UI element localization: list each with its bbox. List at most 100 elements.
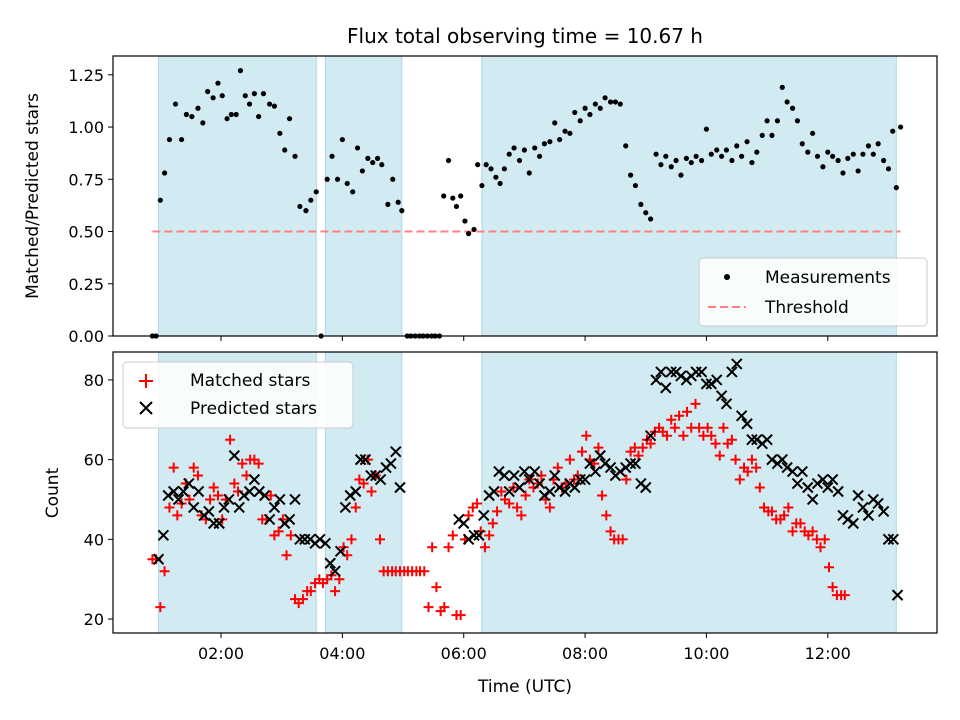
measurement-point xyxy=(233,111,239,118)
matched-star-point xyxy=(330,586,341,597)
measurement-point xyxy=(890,128,896,134)
matched-star-point xyxy=(350,502,361,513)
measurement-point xyxy=(277,130,283,136)
measurement-point xyxy=(552,120,558,126)
predicted-star-point xyxy=(289,493,301,506)
predicted-star-point xyxy=(203,505,215,518)
predicted-star-point xyxy=(675,370,687,382)
matched-star-point xyxy=(265,490,276,501)
predicted-star-point xyxy=(817,473,829,486)
matched-star-point xyxy=(188,462,199,473)
matched-star-point xyxy=(285,530,296,541)
matched-star-point xyxy=(666,414,677,425)
predicted-star-point xyxy=(862,509,875,522)
x-tick-label-5: 12:00 xyxy=(805,644,851,663)
matched-star-point xyxy=(827,582,838,593)
matched-star-point xyxy=(597,490,608,501)
matched-star-point xyxy=(674,410,685,421)
measurement-point xyxy=(814,153,821,159)
predicted-star-point xyxy=(826,473,839,486)
measurement-point xyxy=(567,130,573,136)
predicted-star-point xyxy=(751,433,763,446)
measurement-point xyxy=(379,162,385,168)
predicted-star-point xyxy=(629,457,642,470)
predicted-star-point xyxy=(786,465,799,478)
predicted-star-point xyxy=(167,485,180,498)
measurement-point xyxy=(698,157,705,164)
predicted-star-point xyxy=(314,533,326,546)
predicted-star-point xyxy=(715,390,728,402)
matched-star-point xyxy=(706,430,717,441)
measurement-point xyxy=(475,162,481,168)
matched-star-point xyxy=(839,590,850,601)
measurement-point xyxy=(308,197,314,203)
predicted-star-point xyxy=(579,473,591,486)
top-axes-frame xyxy=(112,55,938,337)
bottom-axes-frame xyxy=(112,351,938,634)
predicted-star-point xyxy=(218,501,230,514)
predicted-star-point xyxy=(842,513,854,526)
measurement-point xyxy=(648,216,654,222)
top-y-tick-label-1: 0.25 xyxy=(68,275,104,294)
measurement-point xyxy=(784,99,790,105)
matched-star-point xyxy=(455,610,466,621)
predicted-star-point xyxy=(660,382,672,394)
measurement-point xyxy=(855,168,861,174)
predicted-star-point xyxy=(394,481,406,494)
measurement-point xyxy=(587,111,593,118)
matched-star-point xyxy=(746,454,757,465)
predicted-star-point xyxy=(822,481,834,494)
matched-star-point xyxy=(487,518,498,529)
measurement-point xyxy=(271,103,278,109)
predicted-star-point xyxy=(766,453,778,466)
measurement-point xyxy=(718,153,725,159)
measurement-point xyxy=(749,159,755,166)
predicted-star-point xyxy=(365,469,377,482)
matched-star-point xyxy=(168,462,179,473)
matched-star-point xyxy=(734,474,745,485)
measurement-point xyxy=(870,151,876,157)
matched-star-point xyxy=(564,454,575,465)
matched-star-point xyxy=(617,534,628,545)
matched-star-point xyxy=(787,526,798,537)
measurement-point xyxy=(840,170,846,176)
measurement-point xyxy=(450,195,456,201)
predicted-star-point xyxy=(811,477,824,490)
measurement-point xyxy=(562,128,568,134)
chart-title: Flux total observing time = 10.67 h xyxy=(347,24,703,48)
matched-star-point xyxy=(447,530,458,541)
measurement-point xyxy=(714,147,720,153)
predicted-star-point xyxy=(796,465,809,478)
predicted-star-point xyxy=(228,449,241,462)
predicted-star-point xyxy=(852,489,864,502)
predicted-star-point xyxy=(529,465,541,478)
matched-star-point xyxy=(669,422,680,433)
measurement-point xyxy=(617,101,623,107)
measurement-point xyxy=(465,231,472,237)
predicted-star-point xyxy=(385,457,397,470)
measurement-point xyxy=(471,226,477,233)
predicted-star-point xyxy=(533,477,546,490)
measurement-point xyxy=(526,170,532,176)
predicted-star-point xyxy=(319,537,332,550)
matched-star-point xyxy=(439,602,450,613)
predicted-star-point xyxy=(872,497,884,510)
predicted-star-point xyxy=(192,485,205,498)
matched-star-point xyxy=(346,534,357,545)
measurement-point xyxy=(779,84,785,90)
predicted-star-point xyxy=(711,374,723,386)
matched-star-point xyxy=(795,518,806,529)
predicted-star-point xyxy=(513,481,526,494)
predicted-star-point xyxy=(493,465,505,478)
predicted-star-point xyxy=(458,517,470,530)
predicted-star-point xyxy=(274,493,286,506)
measurement-point xyxy=(266,101,273,107)
matched-star-point xyxy=(237,458,248,469)
top-y-tick-label-5: 1.25 xyxy=(68,66,104,85)
measurement-point xyxy=(592,101,598,107)
measurement-point xyxy=(744,139,750,145)
measurement-point xyxy=(739,153,745,159)
measurement-point xyxy=(774,118,781,124)
measurement-point xyxy=(458,193,464,199)
measurement-point xyxy=(166,136,173,143)
